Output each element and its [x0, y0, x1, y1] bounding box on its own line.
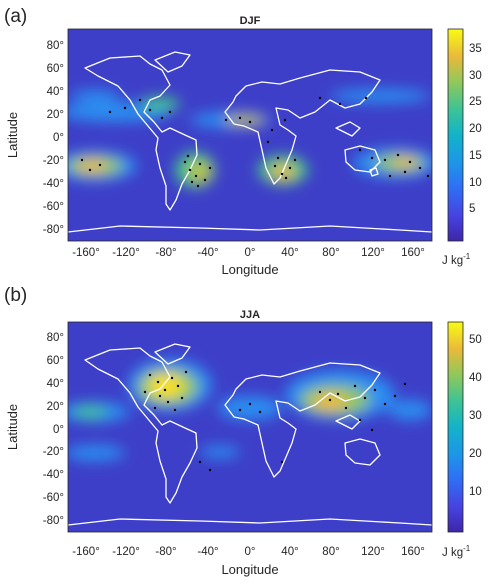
- panel-b-frame: [67, 321, 433, 533]
- panel-a-colorbar-unit: J kg-1: [442, 252, 471, 267]
- panel-b-colorbar: [447, 321, 464, 533]
- x-tick: -120°: [112, 546, 140, 558]
- x-tick: 0°: [245, 247, 256, 259]
- y-tick: -20°: [43, 446, 64, 458]
- y-tick: -40°: [43, 178, 64, 190]
- y-tick: 20°: [47, 109, 64, 121]
- x-tick: 80°: [322, 546, 339, 558]
- x-tick: -80°: [155, 247, 176, 259]
- panel-b-colorbar-unit: J kg-1: [442, 544, 471, 559]
- colorbar-tick: 25: [469, 96, 482, 108]
- colorbar-tick: 20: [469, 123, 482, 135]
- y-tick: 40°: [47, 86, 64, 98]
- x-tick: 40°: [281, 247, 298, 259]
- panel-a-y-ticks: 80° 60° 40° 20° 0° -20° -40° -60° -80°: [43, 40, 64, 236]
- panel-a-label: (a): [4, 6, 27, 27]
- y-tick: -40°: [43, 469, 64, 481]
- panel-a: (a) DJF: [4, 6, 482, 277]
- y-tick: 20°: [47, 401, 64, 413]
- colorbar-tick: 10: [469, 486, 482, 498]
- colorbar-tick: 35: [469, 43, 482, 55]
- panel-a-points: [80, 96, 430, 188]
- x-tick: 120°: [361, 247, 385, 259]
- panel-b-label: (b): [4, 285, 27, 306]
- colorbar-tick: 30: [469, 410, 482, 422]
- panel-b-xlabel: Longitude: [221, 562, 278, 577]
- x-tick: 40°: [281, 546, 298, 558]
- panel-b: (b) JJA: [4, 285, 482, 577]
- panel-a-coastlines: [68, 51, 432, 233]
- panel-a-ylabel: Latitude: [5, 112, 20, 158]
- panel-b-map-field: [68, 322, 432, 532]
- panel-a-title: DJF: [240, 15, 261, 27]
- x-tick: -80°: [155, 546, 176, 558]
- y-tick: -80°: [43, 224, 64, 236]
- panel-b-points: [143, 370, 407, 472]
- y-tick: -20°: [43, 155, 64, 167]
- x-tick: 80°: [322, 247, 339, 259]
- panel-a-x-ticks: -160° -120° -80° -40° 0° 40° 80° 120° 16…: [72, 247, 425, 259]
- panel-a-colorbar: [447, 28, 464, 242]
- x-tick: -120°: [112, 247, 140, 259]
- x-tick: 160°: [401, 247, 425, 259]
- y-tick: -80°: [43, 515, 64, 527]
- panel-a-frame: [67, 28, 433, 242]
- colorbar-tick: 50: [469, 334, 482, 346]
- y-tick: 0°: [53, 424, 64, 436]
- x-tick: -40°: [197, 247, 218, 259]
- panel-b-x-ticks: -160° -120° -80° -40° 0° 40° 80° 120° 16…: [72, 546, 425, 558]
- panel-b-title: JJA: [240, 309, 260, 321]
- colorbar-tick: 40: [469, 372, 482, 384]
- y-tick: 0°: [53, 132, 64, 144]
- y-tick: -60°: [43, 201, 64, 213]
- colorbar-tick: 5: [469, 203, 475, 215]
- x-tick: 0°: [245, 546, 256, 558]
- y-tick: 40°: [47, 378, 64, 390]
- panel-b-coastlines: [68, 343, 432, 526]
- panel-b-ylabel: Latitude: [5, 404, 20, 450]
- panel-a-map-field: [68, 29, 432, 241]
- panel-b-colorbar-ticks: 50 40 30 20 10: [469, 334, 482, 498]
- x-tick: 160°: [401, 546, 425, 558]
- y-tick: 60°: [47, 355, 64, 367]
- panel-a-xlabel: Longitude: [221, 262, 278, 277]
- x-tick: -160°: [72, 247, 100, 259]
- x-tick: -40°: [197, 546, 218, 558]
- y-tick: -60°: [43, 492, 64, 504]
- colorbar-tick: 20: [469, 448, 482, 460]
- colorbar-tick: 10: [469, 177, 482, 189]
- y-tick: 80°: [47, 40, 64, 52]
- panel-a-colorbar-ticks: 35 30 25 20 15 10 5: [469, 43, 482, 215]
- x-tick: 120°: [361, 546, 385, 558]
- colorbar-tick: 15: [469, 150, 482, 162]
- x-tick: -160°: [72, 546, 100, 558]
- panel-b-y-ticks: 80° 60° 40° 20° 0° -20° -40° -60° -80°: [43, 332, 64, 527]
- y-tick: 80°: [47, 332, 64, 344]
- colorbar-tick: 30: [469, 70, 482, 82]
- y-tick: 60°: [47, 63, 64, 75]
